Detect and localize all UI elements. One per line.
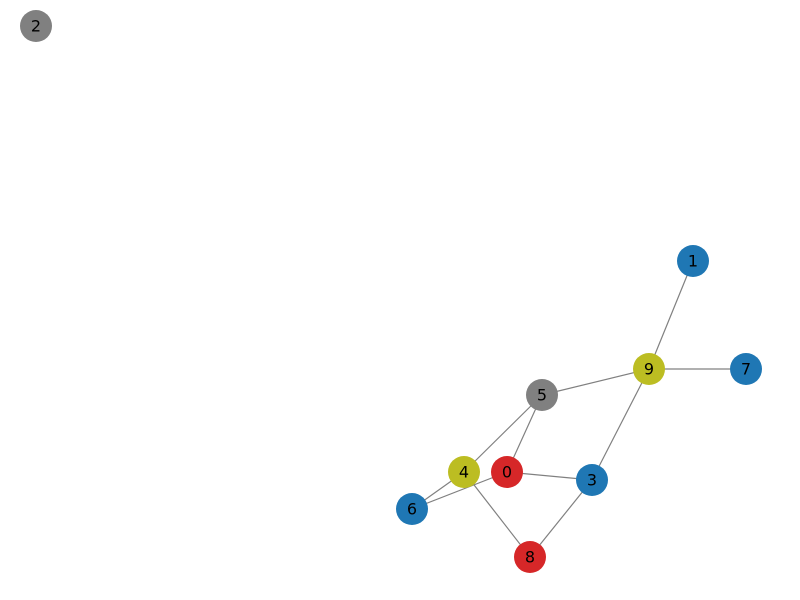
node-circle-4 — [448, 456, 480, 488]
node-circle-7 — [730, 353, 762, 385]
edge-9-5 — [541, 368, 650, 396]
node-label-0: 0 — [502, 463, 512, 482]
edge-0-6 — [411, 471, 508, 510]
node-label-4: 4 — [459, 463, 469, 482]
node-9: 9 — [633, 353, 665, 385]
node-0: 0 — [491, 456, 523, 488]
node-2: 2 — [20, 10, 52, 42]
node-circle-5 — [526, 379, 558, 411]
node-label-6: 6 — [407, 500, 417, 519]
edge-1-9 — [648, 260, 694, 370]
node-label-3: 3 — [587, 471, 597, 490]
node-label-2: 2 — [31, 17, 41, 36]
nodes-layer: 0 1 2 3 4 5 6 7 8 9 — [20, 10, 762, 573]
node-6: 6 — [396, 493, 428, 525]
edge-4-8 — [463, 471, 531, 558]
node-5: 5 — [526, 379, 558, 411]
edges-layer — [411, 260, 746, 558]
node-8: 8 — [514, 541, 546, 573]
node-3: 3 — [576, 464, 608, 496]
node-circle-9 — [633, 353, 665, 385]
node-circle-3 — [576, 464, 608, 496]
node-label-1: 1 — [688, 252, 698, 271]
node-circle-2 — [20, 10, 52, 42]
node-label-7: 7 — [741, 360, 751, 379]
node-label-9: 9 — [644, 360, 654, 379]
node-label-5: 5 — [537, 386, 547, 405]
node-circle-1 — [677, 245, 709, 277]
node-4: 4 — [448, 456, 480, 488]
node-circle-8 — [514, 541, 546, 573]
edge-9-3 — [591, 368, 650, 481]
node-circle-0 — [491, 456, 523, 488]
node-label-8: 8 — [525, 548, 535, 567]
edge-5-4 — [463, 394, 543, 473]
edge-8-3 — [529, 479, 593, 558]
node-circle-6 — [396, 493, 428, 525]
node-7: 7 — [730, 353, 762, 385]
node-1: 1 — [677, 245, 709, 277]
